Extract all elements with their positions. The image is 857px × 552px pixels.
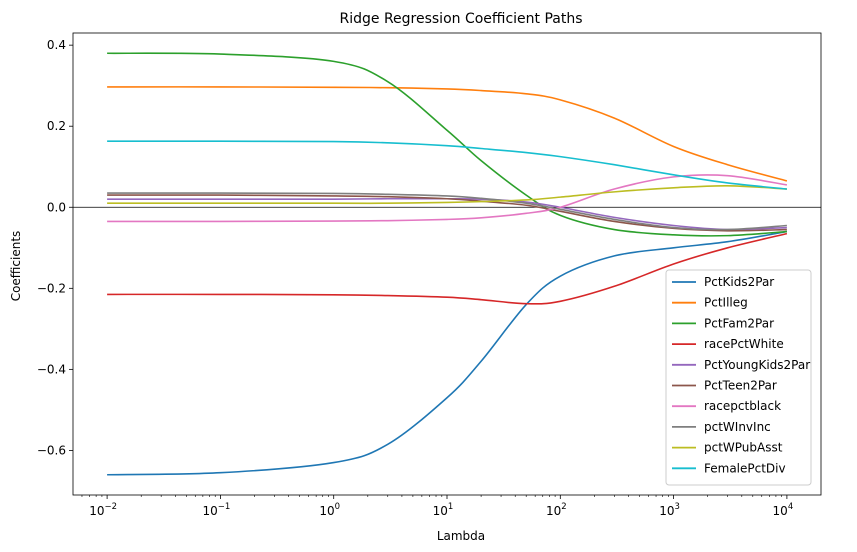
y-tick-label: −0.2	[37, 281, 66, 295]
y-tick-label: 0.4	[47, 38, 66, 52]
y-tick-label: 0.2	[47, 119, 66, 133]
y-axis-label: Coefficients	[9, 231, 23, 302]
chart-title: Ridge Regression Coefficient Paths	[339, 11, 582, 27]
series-line-PctKids2Par	[107, 230, 788, 476]
y-tick-label: 0.0	[47, 200, 66, 214]
legend-box	[665, 269, 812, 486]
legend-label: PctKids2Par	[704, 275, 774, 289]
legend: PctKids2Par PctIlleg PctFam2Par racePctWhit…	[665, 269, 812, 486]
series-line-pctWInvInc	[107, 192, 787, 231]
x-axis-label: Lambda	[437, 529, 485, 543]
legend-label: racePctWhite	[704, 337, 784, 351]
series-line-racepctblack	[107, 174, 788, 223]
legend-label: PctTeen2Par	[704, 379, 777, 393]
x-axis: 10−2 10−1 100 101 102 103 104	[81, 495, 793, 518]
series-line-FemalePctDiv	[107, 140, 787, 190]
series-line-PctIlleg	[107, 86, 788, 182]
legend-label: PctFam2Par	[704, 316, 774, 330]
y-tick-label: −0.6	[37, 443, 66, 457]
series-lines	[107, 52, 788, 476]
y-axis: 0.4 0.2 0.0 −0.2 −0.4 −0.6	[37, 38, 73, 457]
legend-label: PctIlleg	[704, 296, 748, 310]
legend-label: FemalePctDiv	[704, 461, 786, 475]
legend-label: PctYoungKids2Par	[704, 358, 810, 372]
legend-label: racepctblack	[704, 399, 781, 413]
legend-label: pctWPubAsst	[704, 441, 783, 455]
series-line-pctWPubAsst	[107, 184, 787, 205]
y-tick-label: −0.4	[37, 362, 66, 376]
series-line-racePctWhite	[107, 232, 788, 305]
plot-area	[72, 32, 822, 496]
series-line-PctFam2Par	[107, 52, 787, 237]
legend-label: pctWInvInc	[704, 420, 771, 434]
